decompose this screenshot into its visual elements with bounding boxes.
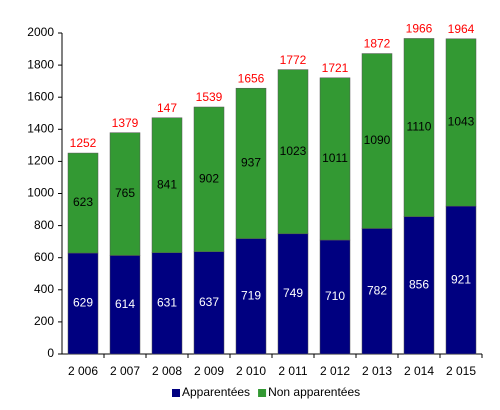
bar-segment: [361, 228, 393, 355]
y-tick-label: 1200: [27, 154, 54, 168]
total-label: 1721: [322, 61, 349, 75]
bar-segment: [403, 38, 435, 217]
bar-segment: [445, 38, 477, 207]
y-tick-label: 400: [34, 282, 54, 296]
value-label: 623: [73, 195, 93, 209]
x-tick-label: 2 011: [278, 364, 307, 378]
y-tick-label: 1400: [27, 121, 54, 135]
value-label: 710: [325, 289, 345, 303]
bar-segment: [277, 69, 309, 235]
total-label: 1539: [196, 90, 223, 104]
y-tick-label: 1800: [27, 57, 54, 71]
bar-segment: [151, 117, 183, 253]
value-label: 614: [115, 297, 135, 311]
bar-segment: [277, 233, 309, 355]
bar-segment: [109, 132, 141, 256]
bar-segment: [235, 87, 267, 239]
total-label: 1252: [70, 136, 97, 150]
x-tick-label: 2 014: [404, 364, 434, 378]
value-label: 719: [241, 288, 261, 302]
value-label: 631: [157, 296, 177, 310]
value-label: 765: [115, 186, 135, 200]
value-label: 841: [157, 177, 177, 191]
y-tick-label: 0: [47, 346, 54, 360]
bar-segment: [403, 216, 435, 355]
y-tick-label: 1600: [27, 89, 54, 103]
value-label: 1023: [280, 144, 307, 158]
x-tick-label: 2 009: [194, 364, 224, 378]
x-tick-label: 2 006: [68, 364, 98, 378]
total-label: 147: [157, 101, 177, 115]
x-tick-label: 2 008: [152, 364, 182, 378]
bar-segment: [151, 252, 183, 355]
total-label: 1872: [364, 37, 391, 51]
value-label: 749: [283, 286, 303, 300]
value-label: 1011: [322, 151, 348, 165]
y-tick-label: 2000: [27, 25, 54, 39]
bar-segment: [67, 152, 99, 254]
x-tick-label: 2 012: [320, 364, 350, 378]
value-label: 1110: [407, 120, 432, 134]
legend-swatch: [172, 389, 180, 397]
legend-swatch: [258, 389, 267, 397]
value-label: 629: [73, 296, 93, 310]
bar-segment: [445, 205, 477, 355]
bar-segment: [67, 252, 99, 355]
total-label: 1964: [448, 22, 475, 36]
total-label: 1656: [238, 71, 265, 85]
value-label: 921: [451, 272, 471, 286]
total-label: 1379: [112, 116, 139, 130]
bar-segment: [361, 53, 393, 229]
value-label: 937: [241, 156, 261, 170]
value-label: 856: [409, 277, 429, 291]
total-label: 1966: [406, 22, 433, 36]
value-label: 902: [199, 172, 219, 186]
bar-segment: [235, 238, 267, 355]
y-tick-label: 600: [34, 250, 54, 264]
x-tick-label: 2 015: [446, 364, 476, 378]
y-tick-label: 800: [34, 218, 54, 232]
x-tick-label: 2 007: [110, 364, 140, 378]
y-tick-label: 200: [34, 314, 54, 328]
legend-label: Apparentées: [182, 385, 250, 399]
bar-segment: [319, 239, 351, 355]
legend-label: Non apparentées: [268, 385, 360, 399]
bar-segment: [193, 106, 225, 253]
x-tick-label: 2 013: [362, 364, 392, 378]
bar-segment: [109, 255, 141, 355]
x-tick-label: 2 010: [236, 364, 266, 378]
value-label: 1090: [364, 133, 391, 147]
total-label: 1772: [280, 53, 307, 67]
value-label: 782: [367, 283, 387, 297]
value-label: 637: [199, 295, 219, 309]
value-label: 1043: [448, 115, 475, 129]
bar-segment: [319, 77, 351, 241]
y-tick-label: 1000: [27, 186, 54, 200]
